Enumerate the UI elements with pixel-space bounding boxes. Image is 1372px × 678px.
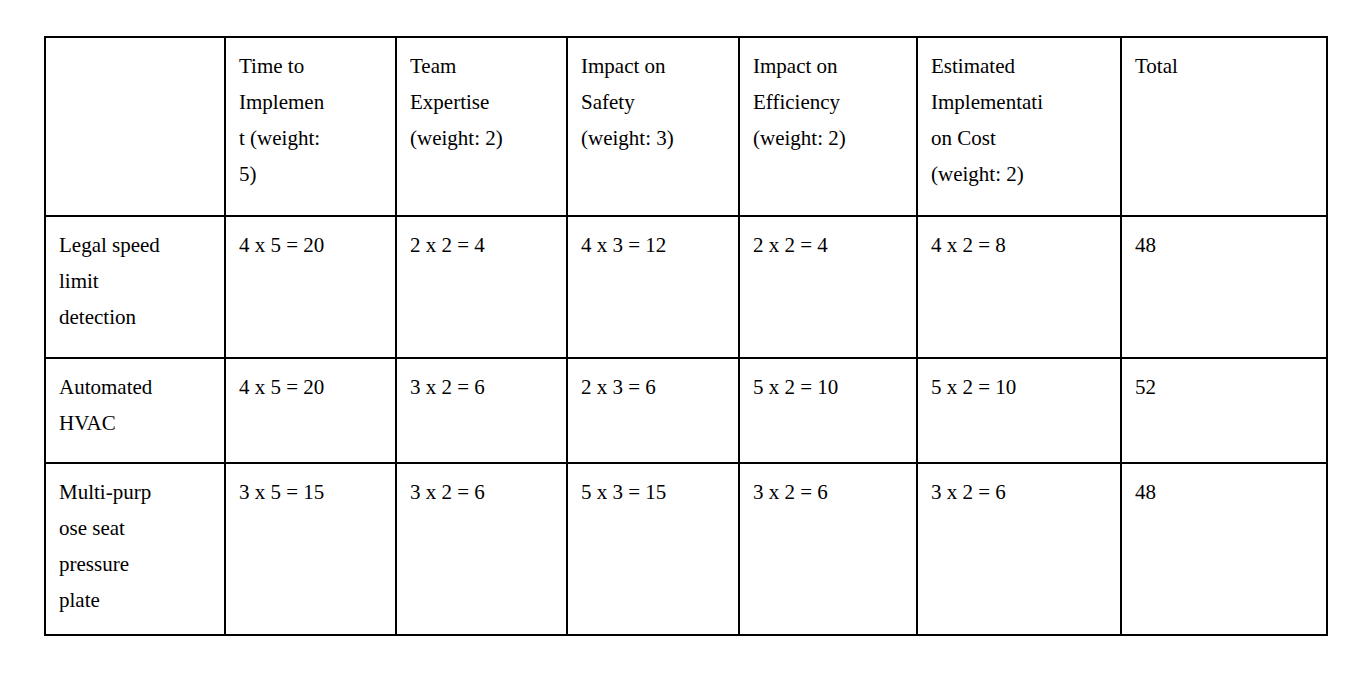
table-row: Multi-purp ose seat pressure plate 3 x 5…: [45, 463, 1327, 635]
score-cell: 3 x 2 = 6: [396, 358, 567, 463]
score-cell: 4 x 2 = 8: [917, 216, 1121, 358]
score-cell: 3 x 5 = 15: [225, 463, 396, 635]
column-header-impact-on-safety: Impact on Safety (weight: 3): [567, 37, 739, 216]
total-cell: 48: [1121, 463, 1327, 635]
column-header-time-to-implement: Time to Implemen t (weight: 5): [225, 37, 396, 216]
score-cell: 5 x 2 = 10: [917, 358, 1121, 463]
header-row: Time to Implemen t (weight: 5) Team Expe…: [45, 37, 1327, 216]
score-cell: 5 x 2 = 10: [739, 358, 917, 463]
total-cell: 48: [1121, 216, 1327, 358]
score-cell: 5 x 3 = 15: [567, 463, 739, 635]
score-cell: 4 x 3 = 12: [567, 216, 739, 358]
score-cell: 3 x 2 = 6: [917, 463, 1121, 635]
score-cell: 4 x 5 = 20: [225, 358, 396, 463]
row-header-legal-speed-limit-detection: Legal speed limit detection: [45, 216, 225, 358]
table-row: Legal speed limit detection 4 x 5 = 20 2…: [45, 216, 1327, 358]
column-header-team-expertise: Team Expertise (weight: 2): [396, 37, 567, 216]
score-cell: 3 x 2 = 6: [396, 463, 567, 635]
row-header-multi-purpose-seat-pressure-plate: Multi-purp ose seat pressure plate: [45, 463, 225, 635]
score-cell: 4 x 5 = 20: [225, 216, 396, 358]
score-cell: 3 x 2 = 6: [739, 463, 917, 635]
corner-cell: [45, 37, 225, 216]
decision-matrix-table: Time to Implemen t (weight: 5) Team Expe…: [44, 36, 1328, 636]
score-cell: 2 x 2 = 4: [739, 216, 917, 358]
document-page: Time to Implemen t (weight: 5) Team Expe…: [0, 0, 1372, 636]
column-header-impact-on-efficiency: Impact on Efficiency (weight: 2): [739, 37, 917, 216]
column-header-implementation-cost: Estimated Implementati on Cost (weight: …: [917, 37, 1121, 216]
table-row: Automated HVAC 4 x 5 = 20 3 x 2 = 6 2 x …: [45, 358, 1327, 463]
score-cell: 2 x 2 = 4: [396, 216, 567, 358]
column-header-total: Total: [1121, 37, 1327, 216]
score-cell: 2 x 3 = 6: [567, 358, 739, 463]
total-cell: 52: [1121, 358, 1327, 463]
row-header-automated-hvac: Automated HVAC: [45, 358, 225, 463]
